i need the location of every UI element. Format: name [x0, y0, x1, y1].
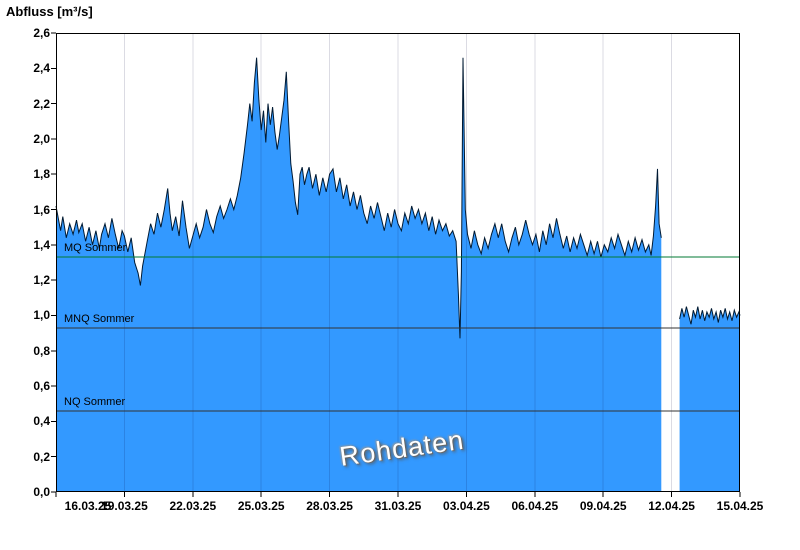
x-tick-label: 06.04.25 [511, 499, 559, 513]
x-tick-label: 19.03.25 [101, 499, 148, 513]
y-tick-label: 0,2 [33, 449, 50, 464]
y-tick-label: 0,0 [33, 485, 50, 499]
series-line [55, 57, 662, 339]
y-tick-label: 1,8 [33, 167, 50, 182]
y-tick-label: 1,2 [33, 273, 50, 288]
chart-title: Abfluss [m³/s] [6, 4, 93, 19]
plot-frame [56, 33, 740, 492]
x-tick-label: 31.03.25 [374, 499, 422, 513]
x-tick-label: 22.03.25 [169, 499, 217, 513]
series-area [679, 306, 740, 492]
x-tick-label: 16.03.25 [64, 499, 112, 513]
reference-line-label: MQ Sommer [64, 242, 127, 255]
x-tick-label: 15.04.25 [716, 499, 764, 513]
series-line [679, 306, 741, 325]
reference-line-label: MNQ Sommer [64, 312, 135, 325]
y-tick-label: 1,4 [33, 237, 50, 252]
x-tick-label: 25.03.25 [237, 499, 285, 513]
y-tick-label: 0,6 [33, 379, 50, 394]
x-tick-label: 28.03.25 [306, 499, 353, 513]
y-tick-label: 0,4 [33, 414, 50, 429]
y-tick-label: 1,6 [33, 202, 50, 217]
x-tick-label: 09.04.25 [579, 499, 627, 513]
x-tick-label: 03.04.25 [443, 499, 490, 513]
y-tick-label: 2,2 [33, 96, 50, 111]
y-tick-label: 0,8 [33, 343, 50, 358]
y-tick-label: 2,6 [33, 26, 50, 40]
series-area [56, 57, 662, 492]
y-tick-label: 2,4 [33, 61, 50, 76]
y-tick-label: 1,0 [33, 308, 50, 323]
x-tick-label: 12.04.25 [648, 499, 695, 513]
y-tick-label: 2,0 [33, 131, 50, 146]
reference-line-label: NQ Sommer [64, 395, 126, 408]
